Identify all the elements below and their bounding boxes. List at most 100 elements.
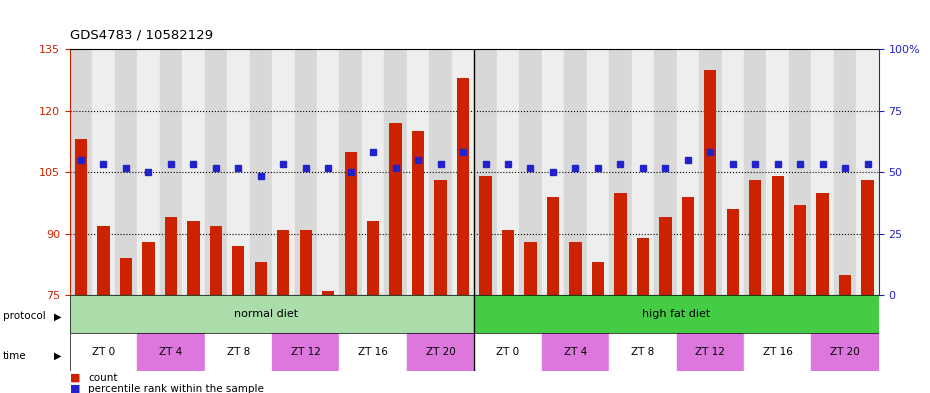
Text: ZT 4: ZT 4 bbox=[159, 347, 182, 357]
Bar bbox=[811, 333, 879, 371]
Bar bbox=[70, 333, 138, 371]
Bar bbox=[637, 238, 649, 295]
Bar bbox=[457, 78, 470, 295]
Bar bbox=[322, 291, 335, 295]
Bar bbox=[704, 70, 716, 295]
Bar bbox=[412, 131, 424, 295]
Bar bbox=[631, 49, 654, 295]
Bar bbox=[339, 333, 406, 371]
Bar bbox=[857, 49, 879, 295]
Text: high fat diet: high fat diet bbox=[643, 309, 711, 320]
Bar bbox=[609, 333, 676, 371]
Bar bbox=[434, 180, 446, 295]
Bar bbox=[182, 49, 205, 295]
Bar bbox=[817, 193, 829, 295]
Bar bbox=[255, 263, 267, 295]
Bar bbox=[452, 49, 474, 295]
Text: ZT 16: ZT 16 bbox=[358, 347, 388, 357]
Text: ■: ■ bbox=[70, 373, 80, 383]
Bar bbox=[317, 49, 339, 295]
Bar bbox=[70, 295, 474, 333]
Bar bbox=[789, 49, 811, 295]
Bar bbox=[272, 333, 339, 371]
Bar bbox=[277, 230, 289, 295]
Text: protocol: protocol bbox=[3, 311, 46, 321]
Bar bbox=[74, 140, 87, 295]
Bar bbox=[406, 333, 474, 371]
Bar bbox=[541, 49, 565, 295]
Bar bbox=[541, 333, 609, 371]
Bar bbox=[682, 197, 694, 295]
Bar bbox=[187, 221, 200, 295]
Bar bbox=[339, 49, 362, 295]
Text: ZT 20: ZT 20 bbox=[426, 347, 456, 357]
Bar bbox=[525, 242, 537, 295]
Bar bbox=[591, 263, 604, 295]
Bar bbox=[165, 217, 177, 295]
Bar bbox=[205, 333, 272, 371]
Bar bbox=[676, 333, 744, 371]
Bar bbox=[659, 217, 671, 295]
Bar bbox=[479, 176, 492, 295]
Bar bbox=[92, 49, 114, 295]
Bar bbox=[384, 49, 406, 295]
Bar bbox=[811, 49, 834, 295]
Bar bbox=[519, 49, 541, 295]
Bar bbox=[406, 49, 430, 295]
Text: ZT 12: ZT 12 bbox=[291, 347, 321, 357]
Text: ZT 8: ZT 8 bbox=[227, 347, 250, 357]
Bar bbox=[749, 180, 762, 295]
Bar bbox=[362, 49, 384, 295]
Bar bbox=[430, 49, 452, 295]
Bar bbox=[722, 49, 744, 295]
Bar bbox=[295, 49, 317, 295]
Bar bbox=[474, 49, 497, 295]
Bar bbox=[766, 49, 789, 295]
Text: ZT 4: ZT 4 bbox=[564, 347, 587, 357]
Bar bbox=[474, 295, 879, 333]
Bar bbox=[98, 226, 110, 295]
Bar bbox=[834, 49, 857, 295]
Bar bbox=[160, 49, 182, 295]
Bar bbox=[609, 49, 631, 295]
Text: ZT 20: ZT 20 bbox=[830, 347, 860, 357]
Bar bbox=[227, 49, 249, 295]
Bar bbox=[209, 226, 222, 295]
Text: ▶: ▶ bbox=[54, 351, 61, 361]
Bar bbox=[587, 49, 609, 295]
Bar bbox=[547, 197, 559, 295]
Bar bbox=[839, 275, 851, 295]
Text: ZT 16: ZT 16 bbox=[763, 347, 792, 357]
Bar bbox=[794, 205, 806, 295]
Bar bbox=[249, 49, 272, 295]
Bar bbox=[120, 258, 132, 295]
Bar bbox=[232, 246, 245, 295]
Bar bbox=[565, 49, 587, 295]
Bar bbox=[772, 176, 784, 295]
Text: percentile rank within the sample: percentile rank within the sample bbox=[88, 384, 264, 393]
Bar bbox=[502, 230, 514, 295]
Bar bbox=[614, 193, 627, 295]
Bar bbox=[654, 49, 676, 295]
Text: ZT 8: ZT 8 bbox=[631, 347, 655, 357]
Bar bbox=[114, 49, 137, 295]
Bar bbox=[272, 49, 295, 295]
Bar bbox=[299, 230, 312, 295]
Bar bbox=[497, 49, 519, 295]
Bar bbox=[744, 49, 766, 295]
Text: ▶: ▶ bbox=[54, 311, 61, 321]
Text: ZT 0: ZT 0 bbox=[92, 347, 115, 357]
Bar bbox=[137, 49, 160, 295]
Bar bbox=[699, 49, 722, 295]
Text: ZT 12: ZT 12 bbox=[696, 347, 725, 357]
Bar bbox=[474, 333, 541, 371]
Text: count: count bbox=[88, 373, 118, 383]
Text: normal diet: normal diet bbox=[234, 309, 299, 320]
Text: ZT 0: ZT 0 bbox=[497, 347, 520, 357]
Bar bbox=[142, 242, 154, 295]
Bar bbox=[390, 123, 402, 295]
Bar bbox=[137, 333, 205, 371]
Bar bbox=[744, 333, 811, 371]
Bar bbox=[70, 49, 92, 295]
Bar bbox=[367, 221, 379, 295]
